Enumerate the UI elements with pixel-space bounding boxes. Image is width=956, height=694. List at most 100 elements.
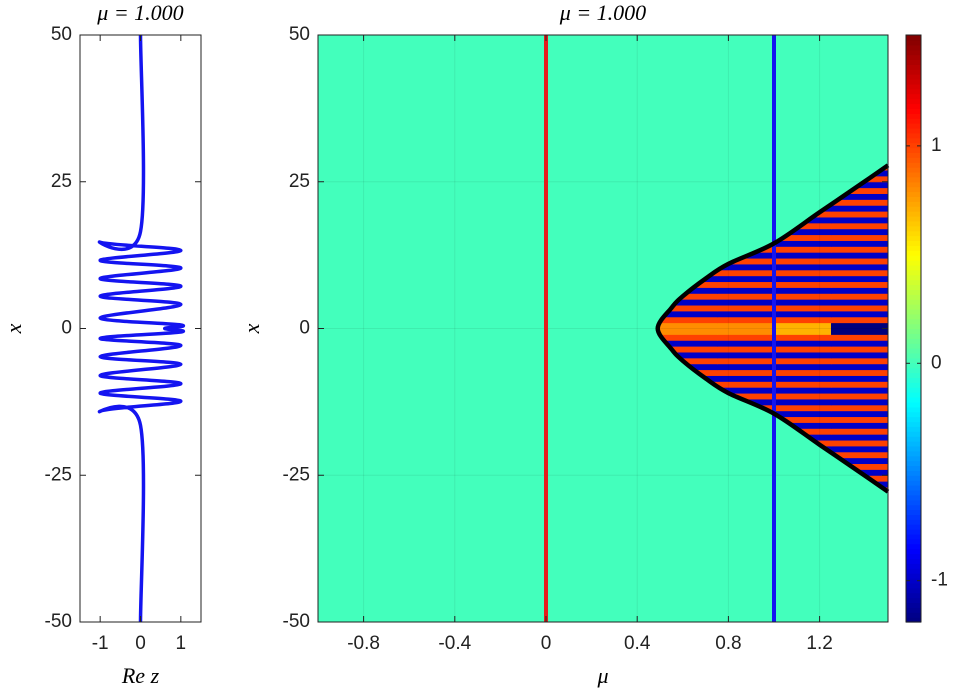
chart-title: μ = 1.000: [559, 0, 646, 25]
colorbar-swatch: [906, 59, 921, 65]
y-axis-label: x: [239, 323, 264, 334]
heatmap-cell: [774, 387, 832, 394]
heatmap-cell: [831, 381, 888, 388]
heatmap-cell: [717, 381, 775, 388]
x-axis-label: μ: [596, 663, 608, 688]
colorbar-swatch: [906, 274, 921, 281]
colorbar-swatch: [906, 211, 921, 217]
heatmap-cell: [774, 328, 832, 335]
colorbar-swatch: [906, 592, 921, 599]
heatmap-cell: [831, 287, 888, 294]
colorbar-swatch: [906, 514, 921, 520]
heatmap-cell: [774, 246, 832, 253]
y-axis-label: x: [1, 323, 26, 334]
heatmap-cell: [831, 246, 888, 253]
heatmap-cell: [831, 216, 888, 224]
heatmap-cell: [717, 263, 775, 271]
colorbar-swatch: [906, 123, 921, 129]
colorbar-swatch: [906, 533, 921, 540]
colorbar-swatch: [906, 357, 921, 364]
colorbar-swatch: [906, 450, 921, 457]
heatmap-cell: [831, 199, 888, 206]
x-tick-label: 0: [135, 633, 146, 654]
heatmap-cell: [831, 434, 888, 441]
colorbar-swatch: [906, 88, 921, 95]
heatmap-cell: [831, 222, 888, 230]
colorbar-swatch: [906, 460, 921, 467]
colorbar-swatch: [906, 382, 921, 388]
heatmap-cell: [774, 357, 832, 365]
colorbar-swatch: [906, 215, 921, 222]
colorbar-swatch: [906, 494, 921, 501]
colorbar-swatch: [906, 152, 921, 158]
colorbar-swatch: [906, 323, 921, 330]
colorbar-swatch: [906, 475, 921, 481]
colorbar-swatch: [906, 558, 921, 564]
colorbar-swatch: [906, 524, 921, 530]
colorbar-swatch: [906, 519, 921, 525]
heatmap-cell: [717, 375, 775, 382]
x-tick-label: 1: [176, 633, 187, 654]
colorbar-swatch: [906, 250, 921, 256]
colorbar-swatch: [906, 304, 921, 310]
colorbar-swatch: [906, 284, 921, 290]
colorbar-swatch: [906, 279, 921, 286]
heatmap-cell: [660, 293, 718, 300]
heatmap-cell: [831, 252, 888, 259]
colorbar-swatch: [906, 377, 921, 383]
heatmap-cell: [831, 328, 888, 335]
colorbar-swatch: [906, 529, 921, 535]
heatmap-cell: [774, 252, 832, 259]
colorbar-swatch: [906, 113, 921, 119]
colorbar-swatch: [906, 181, 921, 188]
colorbar-swatch: [906, 406, 921, 413]
heatmap-cell: [831, 299, 888, 306]
colorbar-swatch: [906, 338, 921, 344]
colorbar-swatch: [906, 582, 921, 589]
heatmap-cell: [774, 287, 832, 294]
heatmap-cell: [660, 310, 718, 318]
colorbar-swatch: [906, 220, 921, 227]
heatmap-cell: [831, 269, 888, 277]
colorbar-swatch: [906, 352, 921, 359]
y-tick-label: 50: [289, 24, 310, 45]
heatmap-cell: [717, 357, 775, 365]
colorbar-swatch: [906, 455, 921, 462]
heatmap-cell: [831, 410, 888, 418]
colorbar-swatch: [906, 553, 921, 560]
colorbar-swatch: [906, 333, 921, 339]
heatmap-cell: [717, 363, 775, 371]
y-tick-label: 0: [61, 318, 72, 339]
colorbar-swatch: [906, 318, 921, 325]
colorbar-swatch: [906, 225, 921, 232]
colorbar-swatch: [906, 489, 921, 496]
y-tick-label: 25: [289, 171, 310, 192]
colorbar-swatch: [906, 196, 921, 202]
colorbar-swatch: [906, 485, 921, 491]
heatmap-cell: [660, 322, 718, 329]
heatmap-cell: [717, 334, 775, 341]
colorbar-swatch: [906, 201, 921, 207]
heatmap-cell: [774, 240, 832, 247]
colorbar-swatch: [906, 206, 921, 212]
heatmap-cell: [831, 234, 888, 241]
heatmap-cell: [831, 322, 888, 329]
chart: -1 0 1 -50 -25 0 25 50 μ = 1.000 Re z x: [1, 0, 202, 688]
heatmap-cell: [717, 269, 775, 277]
colorbar-swatch: [906, 587, 921, 594]
heatmap-cell: [717, 340, 775, 347]
heatmap-cell: [774, 234, 832, 241]
heatmap-cell: [717, 328, 775, 335]
colorbar-swatch: [906, 39, 921, 46]
colorbar-swatch: [906, 504, 921, 511]
colorbar-swatch: [906, 108, 921, 114]
colorbar-swatch: [906, 607, 921, 613]
heatmap-cell: [831, 351, 888, 359]
heatmap-cell: [717, 369, 775, 376]
y-tick-label: 50: [51, 24, 72, 45]
colorbar-swatch: [906, 396, 921, 403]
colorbar-swatch: [906, 617, 921, 623]
colorbar-swatch: [906, 308, 921, 315]
colorbar-swatch: [906, 538, 921, 545]
